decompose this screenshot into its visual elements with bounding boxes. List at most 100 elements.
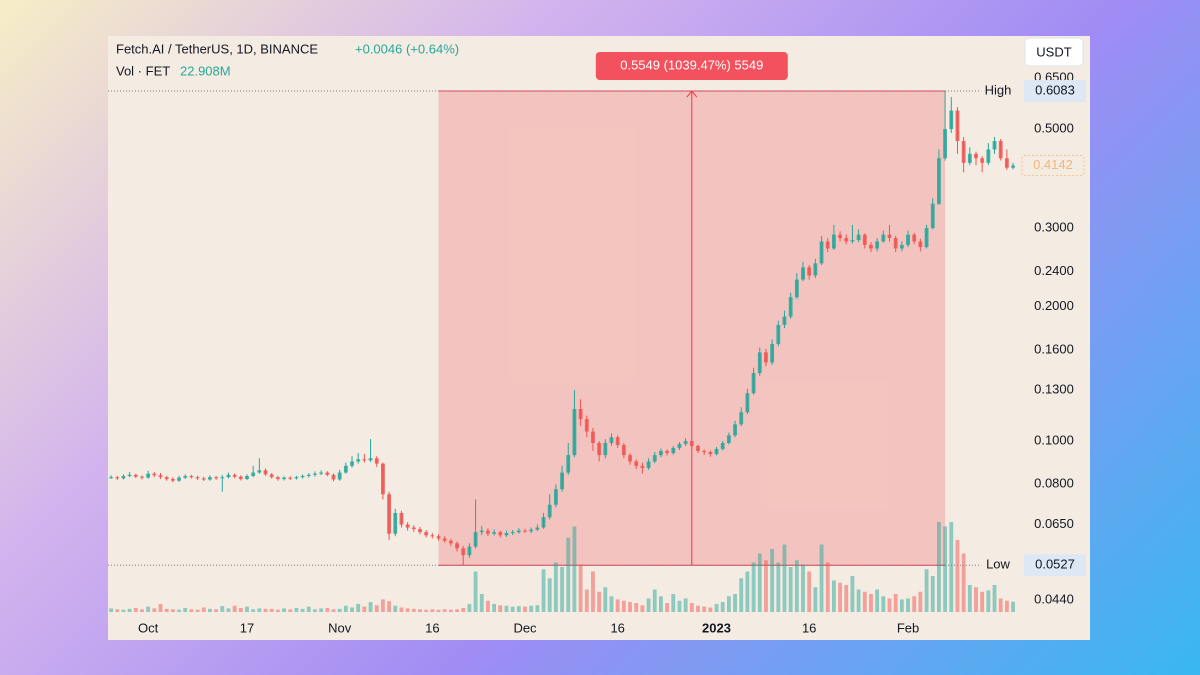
candle-body — [788, 297, 793, 317]
volume-bar — [294, 607, 299, 612]
volume-bar — [411, 608, 416, 612]
candle-body — [776, 324, 781, 344]
candle-body — [899, 244, 904, 249]
volume-bar — [980, 591, 985, 612]
volume-bar — [195, 609, 200, 612]
volume-bar — [553, 562, 558, 612]
volume-bar — [689, 603, 694, 612]
volume-bar — [924, 569, 929, 612]
candle-body — [399, 512, 404, 525]
candle-body — [467, 546, 472, 556]
candle-body — [801, 267, 805, 280]
volume-bar — [356, 603, 361, 612]
volume-bar — [899, 599, 904, 612]
candle-body — [183, 475, 188, 478]
candle-body — [591, 431, 595, 443]
candle-body — [232, 474, 237, 477]
candle-body — [733, 424, 737, 436]
volume-bar — [578, 564, 583, 612]
volume-bar — [788, 567, 793, 612]
volume-bar — [275, 609, 280, 612]
candle-body — [745, 393, 750, 413]
candle-body — [937, 158, 941, 204]
volume-bar — [245, 606, 249, 612]
candle-body — [553, 489, 558, 505]
candle-body — [597, 442, 602, 456]
candle-body — [998, 141, 1003, 159]
volume-bar — [455, 609, 459, 612]
candle-body — [547, 504, 552, 518]
volume-bar — [961, 553, 966, 612]
volume-bar — [146, 606, 151, 612]
volume-bar — [955, 540, 960, 612]
price-axis: 0.0440 0.0650 0.0800 0.1000 0.1300 0.1600 0.20… — [1034, 70, 1074, 607]
candle-body — [677, 443, 682, 448]
candle-body — [1004, 158, 1009, 168]
volume-bar — [127, 608, 132, 612]
volume-bar — [726, 596, 731, 612]
volume-bar — [862, 591, 867, 612]
volume-bar — [220, 606, 225, 612]
volume-bar — [374, 605, 379, 612]
y-tick-label: 0.1300 — [1034, 382, 1074, 397]
volume-bar — [671, 594, 676, 612]
candle-body — [652, 455, 657, 462]
volume-bar — [943, 526, 948, 612]
volume-bar — [164, 608, 169, 612]
volume-bar — [170, 609, 175, 612]
volume-bar — [634, 603, 639, 612]
volume-bar — [152, 608, 157, 612]
candle-body — [967, 153, 972, 163]
volume-bar — [448, 609, 453, 612]
volume-bar — [887, 598, 892, 612]
volume-bar — [609, 596, 614, 612]
extreme-value: 0.0527 — [1035, 557, 1075, 572]
volume-bar — [158, 603, 163, 612]
candle-body — [1011, 165, 1015, 168]
volume-bar — [757, 553, 762, 612]
candle-body — [201, 478, 206, 480]
volume-bar — [702, 606, 707, 612]
candle-body — [974, 153, 978, 159]
extreme-label: Low — [986, 557, 1010, 572]
volume-bar — [974, 587, 978, 612]
volume-bar — [269, 608, 274, 612]
y-tick-label: 0.0440 — [1034, 592, 1074, 607]
volume-bar — [640, 605, 645, 612]
volume-bar — [467, 603, 472, 612]
candle-body — [659, 450, 663, 456]
candle-body — [757, 352, 762, 374]
candle-body — [794, 279, 799, 298]
candle-body — [313, 473, 317, 475]
volume-bar — [529, 605, 534, 612]
candle-body — [881, 234, 886, 242]
candle-body — [170, 479, 175, 481]
volume-bar — [547, 578, 552, 612]
candle-body — [127, 474, 132, 476]
volume-bar — [739, 578, 744, 612]
candle-body — [665, 450, 670, 454]
candle-body — [813, 263, 818, 276]
candle-body — [121, 475, 126, 479]
chart-panel — [108, 36, 1090, 640]
extreme-value: 0.6083 — [1035, 82, 1075, 97]
candle-body — [850, 240, 855, 242]
volume-bar — [621, 600, 626, 612]
candle-body — [887, 234, 892, 239]
currency-label[interactable]: USDT — [1036, 44, 1071, 59]
measure-tag-box — [595, 52, 788, 80]
volume-bar — [751, 562, 756, 612]
candle-body — [486, 530, 490, 534]
volume-bar — [282, 608, 286, 612]
last-price-label: 0.4142 — [1033, 157, 1073, 172]
volume-bar — [492, 603, 497, 612]
plot-area — [108, 90, 1018, 612]
candle-body — [516, 530, 521, 533]
currency-button[interactable] — [1024, 37, 1084, 67]
candle-body — [393, 512, 398, 534]
candle-body — [405, 524, 410, 528]
candle-body — [918, 241, 923, 248]
volume-bar — [591, 571, 595, 612]
volume-bar — [764, 560, 768, 612]
